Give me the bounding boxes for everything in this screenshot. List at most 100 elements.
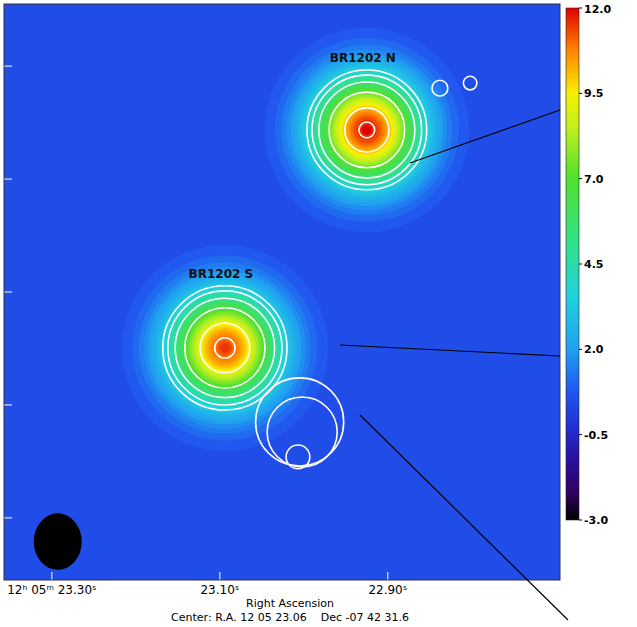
contour-ring	[329, 92, 405, 168]
emission-level	[320, 83, 413, 176]
emission-level	[339, 102, 396, 159]
x-tick	[219, 572, 220, 580]
colorbar-tick	[579, 520, 582, 521]
contour-ring	[175, 298, 274, 397]
source-label: BR1202 S	[189, 267, 254, 281]
emission-level	[193, 316, 257, 380]
emission-level	[201, 324, 250, 373]
emission-level	[313, 76, 420, 183]
emission-level	[218, 341, 233, 356]
emission-level	[207, 330, 242, 365]
emission-level	[348, 111, 385, 148]
emission-level	[362, 125, 372, 135]
page-ground	[0, 0, 637, 627]
emission-level	[275, 38, 459, 222]
emission-level	[161, 284, 290, 413]
emission-level	[340, 103, 393, 156]
y-tick	[4, 66, 12, 67]
emission-level	[199, 322, 252, 375]
colorbar-tick-label: -3.0	[584, 514, 608, 527]
emission-level	[337, 100, 397, 160]
emission-level	[302, 66, 431, 195]
contour-ring	[267, 397, 337, 467]
emission-level	[139, 262, 311, 434]
arrows	[340, 110, 568, 620]
x-axis-title: Right Ascension	[246, 597, 334, 610]
emission-level	[281, 45, 452, 216]
chart: BR1202 N BR1202 S 12ʰ 05ᵐ 23.30ˢ 23.10ˢ 22.9…	[0, 0, 637, 627]
contour-ring	[307, 70, 427, 190]
x-tick-label: 23.10ˢ	[200, 583, 239, 597]
emission-level	[300, 63, 434, 197]
beam	[34, 513, 82, 569]
emission-level	[335, 98, 398, 161]
arrow-line	[410, 110, 560, 163]
emission-level	[197, 320, 253, 376]
contour-ring	[312, 75, 422, 185]
emission-level	[330, 93, 403, 166]
emission-level	[294, 57, 440, 203]
emission-level	[155, 278, 295, 418]
emission-level	[265, 28, 469, 232]
emission-level	[170, 293, 281, 404]
arrow-line	[340, 345, 560, 356]
colorbar-tick-label: -0.5	[584, 429, 608, 442]
emission-level	[148, 271, 301, 424]
emission-level	[357, 120, 377, 140]
emission-level	[319, 82, 415, 178]
contour-ring	[286, 445, 310, 469]
y-tick	[4, 404, 12, 405]
emission-peak	[220, 343, 229, 352]
contours	[163, 70, 477, 469]
source-label: BR1202 N	[330, 51, 396, 65]
emission-level	[191, 314, 258, 381]
emission-level	[327, 90, 407, 170]
emission-level	[205, 328, 245, 368]
emission-level	[324, 87, 410, 173]
emission-level	[172, 295, 279, 402]
emission-level	[122, 245, 328, 451]
colorbar-tick	[579, 8, 582, 9]
colorbar-tick-label: 4.5	[584, 258, 604, 271]
emission-level	[322, 85, 412, 175]
x-tick	[387, 572, 388, 580]
contour-ring	[215, 338, 235, 358]
emission-level	[174, 297, 277, 400]
emission-level	[307, 70, 427, 190]
contour-ring	[168, 291, 282, 405]
emission-level	[317, 80, 417, 180]
colorbar-tick-label: 2.0	[584, 343, 604, 356]
emission-peak	[362, 125, 371, 134]
y-tick	[4, 292, 12, 293]
contour-ring	[463, 76, 477, 90]
contour-ring	[345, 108, 389, 152]
contour-ring	[432, 80, 448, 96]
emission-level	[346, 109, 387, 150]
contour-ring	[359, 122, 375, 138]
colorbar-tick	[579, 434, 582, 435]
colorbar-tick	[579, 349, 582, 350]
x-tick-label: 12ʰ 05ᵐ 23.30ˢ	[7, 583, 96, 597]
x-tick-label: 22.90ˢ	[368, 583, 407, 597]
plot-area	[4, 4, 560, 580]
source-emission	[122, 245, 328, 451]
emission-level	[132, 255, 317, 440]
emission-level	[297, 60, 437, 200]
colorbar-tick-label: 9.5	[584, 87, 604, 100]
colorbar-tick	[579, 93, 582, 94]
contour-ring	[185, 308, 265, 388]
emission-level	[329, 92, 405, 168]
emission-level	[175, 298, 274, 397]
emission-level	[158, 281, 292, 415]
emission-level	[315, 78, 419, 182]
emission-level	[213, 336, 236, 359]
emission-level	[184, 307, 265, 388]
emission-level	[177, 300, 272, 395]
emission-level	[332, 95, 402, 165]
emission-level	[190, 313, 261, 384]
emission-level	[183, 306, 268, 391]
emission-level	[181, 304, 269, 392]
source-emission	[265, 28, 469, 232]
x-tick	[51, 572, 52, 580]
emission-level	[167, 291, 282, 406]
